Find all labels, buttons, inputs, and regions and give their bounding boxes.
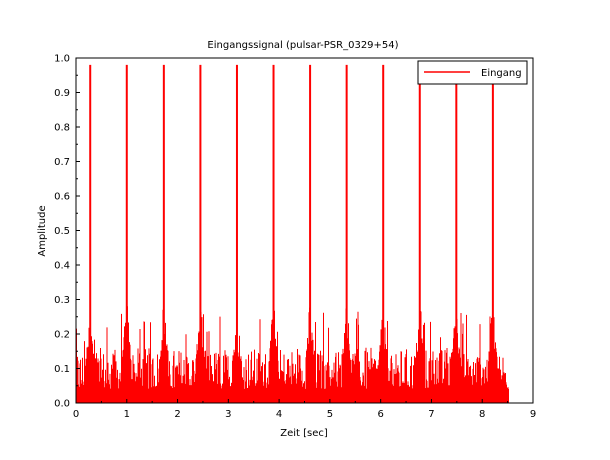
x-tick-label: 2 — [174, 409, 180, 420]
y-axis-label: Amplitude — [37, 205, 48, 256]
x-axis: 0 1 2 3 4 5 6 7 8 9 — [73, 399, 536, 420]
y-tick-label: 0.3 — [54, 295, 70, 306]
x-tick-label: 3 — [225, 409, 231, 420]
y-tick-label: 0.2 — [54, 330, 70, 341]
y-tick-label: 0.8 — [54, 123, 70, 134]
legend: Eingang — [417, 60, 528, 85]
x-tick-label: 7 — [428, 409, 434, 420]
y-tick-label: 0.5 — [54, 226, 70, 237]
signal-series — [75, 64, 509, 403]
x-tick-label: 0 — [73, 409, 79, 420]
y-tick-label: 0.0 — [54, 399, 70, 410]
legend-entry-eingang: Eingang — [481, 68, 522, 79]
y-axis: 0.0 0.1 0.2 0.3 0.4 0.5 0.6 0.7 0.8 0.9 1.0 — [54, 54, 80, 410]
legend-box — [417, 60, 528, 85]
chart-title: Eingangssignal (pulsar-PSR_0329+54) — [207, 40, 398, 51]
x-tick-label: 9 — [530, 409, 536, 420]
y-tick-label: 0.1 — [54, 364, 70, 375]
y-tick-label: 1.0 — [54, 54, 70, 65]
y-tick-label: 0.6 — [54, 192, 70, 203]
signal-noise-trace — [75, 300, 509, 403]
y-tick-label: 0.7 — [54, 157, 70, 168]
y-tick-label: 0.4 — [54, 261, 70, 272]
x-axis-label: Zeit [sec] — [280, 428, 328, 439]
x-tick-label: 6 — [377, 409, 383, 420]
y-tick-label: 0.9 — [54, 88, 70, 99]
x-tick-label: 8 — [479, 409, 485, 420]
x-tick-label: 1 — [124, 409, 130, 420]
x-tick-label: 4 — [276, 409, 282, 420]
x-tick-label: 5 — [327, 409, 333, 420]
